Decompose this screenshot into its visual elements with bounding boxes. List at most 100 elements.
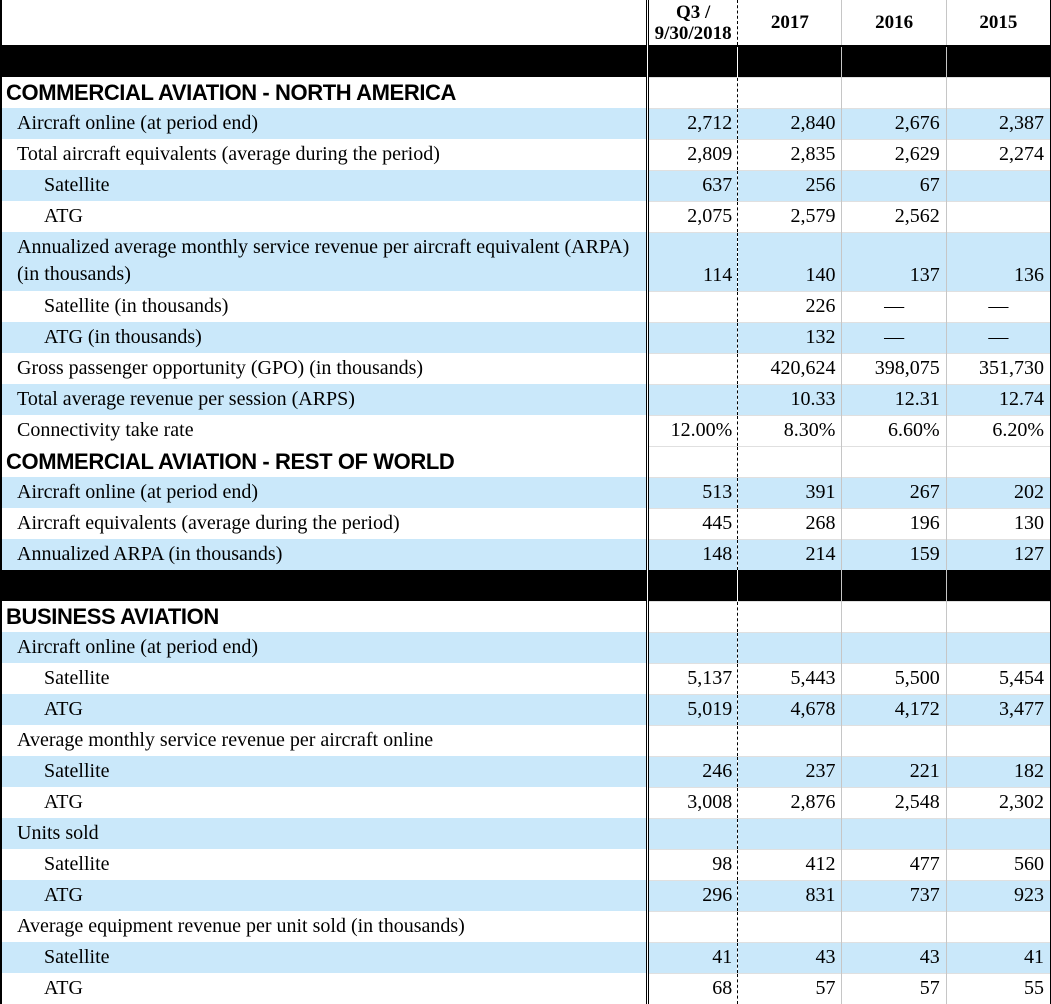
- value-cell[interactable]: 4,172: [841, 693, 947, 725]
- value-cell[interactable]: —: [841, 321, 947, 353]
- row-label[interactable]: Aircraft equivalents (average during the…: [0, 508, 648, 539]
- value-cell[interactable]: 296: [646, 879, 739, 911]
- row-label[interactable]: Satellite: [0, 663, 648, 694]
- value-cell[interactable]: 2,579: [737, 200, 842, 232]
- value-cell[interactable]: [737, 631, 842, 663]
- value-cell[interactable]: [945, 817, 1051, 849]
- section-label[interactable]: COMMERCIAL AVIATION - REST OF WORLD: [0, 446, 648, 477]
- row-label[interactable]: Average monthly service revenue per airc…: [0, 725, 648, 756]
- value-cell[interactable]: 2,302: [945, 786, 1051, 818]
- value-cell[interactable]: [945, 631, 1051, 663]
- value-cell[interactable]: 4,678: [737, 693, 842, 725]
- value-cell[interactable]: 2,075: [646, 200, 739, 232]
- value-cell[interactable]: 2,274: [945, 138, 1051, 170]
- row-label[interactable]: ATG: [0, 880, 648, 911]
- value-cell[interactable]: 68: [646, 972, 739, 1004]
- value-cell[interactable]: [945, 200, 1051, 232]
- value-cell[interactable]: 2,712: [646, 107, 739, 139]
- value-cell[interactable]: 6.60%: [841, 414, 947, 446]
- value-cell[interactable]: 560: [945, 848, 1051, 880]
- row-label[interactable]: Satellite: [0, 942, 648, 973]
- value-cell[interactable]: [841, 600, 947, 632]
- value-cell[interactable]: 420,624: [737, 352, 842, 384]
- row-label[interactable]: Aircraft online (at period end): [0, 108, 648, 139]
- value-cell[interactable]: 57: [841, 972, 947, 1004]
- value-cell[interactable]: [646, 352, 739, 384]
- value-cell[interactable]: [737, 445, 842, 477]
- section-label[interactable]: BUSINESS AVIATION: [0, 601, 648, 632]
- value-cell[interactable]: [646, 76, 739, 108]
- value-cell[interactable]: 43: [841, 941, 947, 973]
- value-cell[interactable]: 3,008: [646, 786, 739, 818]
- value-cell[interactable]: 67: [841, 169, 947, 201]
- value-cell[interactable]: 12.00%: [646, 414, 739, 446]
- value-cell[interactable]: [646, 600, 739, 632]
- value-cell[interactable]: [841, 910, 947, 942]
- value-cell[interactable]: 8.30%: [737, 414, 842, 446]
- value-cell[interactable]: [841, 445, 947, 477]
- value-cell[interactable]: [646, 383, 739, 415]
- value-cell[interactable]: 114: [646, 231, 739, 291]
- value-cell[interactable]: [737, 817, 842, 849]
- value-cell[interactable]: 5,137: [646, 662, 739, 694]
- value-cell[interactable]: [737, 600, 842, 632]
- value-cell[interactable]: 5,443: [737, 662, 842, 694]
- value-cell[interactable]: [646, 910, 739, 942]
- value-cell[interactable]: 2,676: [841, 107, 947, 139]
- value-cell[interactable]: 148: [646, 538, 739, 570]
- value-cell[interactable]: 2,840: [737, 107, 842, 139]
- value-cell[interactable]: [737, 724, 842, 756]
- row-label[interactable]: Average equipment revenue per unit sold …: [0, 911, 648, 942]
- row-label[interactable]: Satellite: [0, 756, 648, 787]
- value-cell[interactable]: 43: [737, 941, 842, 973]
- value-cell[interactable]: 3,477: [945, 693, 1051, 725]
- value-cell[interactable]: —: [945, 290, 1051, 322]
- value-cell[interactable]: [841, 817, 947, 849]
- value-cell[interactable]: 140: [737, 231, 842, 291]
- value-cell[interactable]: 6.20%: [945, 414, 1051, 446]
- value-cell[interactable]: 351,730: [945, 352, 1051, 384]
- value-cell[interactable]: [646, 321, 739, 353]
- value-cell[interactable]: [945, 600, 1051, 632]
- section-label[interactable]: COMMERCIAL AVIATION - NORTH AMERICA: [0, 77, 648, 108]
- value-cell[interactable]: 2,876: [737, 786, 842, 818]
- row-label[interactable]: Total aircraft equivalents (average duri…: [0, 139, 648, 170]
- row-label[interactable]: Aircraft online (at period end): [0, 632, 648, 663]
- header-col-2015[interactable]: 2015: [945, 0, 1051, 47]
- value-cell[interactable]: 136: [945, 231, 1051, 291]
- value-cell[interactable]: [841, 724, 947, 756]
- header-col-2017[interactable]: 2017: [737, 0, 842, 47]
- row-label[interactable]: ATG: [0, 973, 648, 1004]
- row-label[interactable]: ATG: [0, 201, 648, 232]
- row-label[interactable]: ATG (in thousands): [0, 322, 648, 353]
- value-cell[interactable]: 237: [737, 755, 842, 787]
- value-cell[interactable]: 391: [737, 476, 842, 508]
- value-cell[interactable]: 214: [737, 538, 842, 570]
- value-cell[interactable]: 202: [945, 476, 1051, 508]
- value-cell[interactable]: 445: [646, 507, 739, 539]
- row-label[interactable]: ATG: [0, 694, 648, 725]
- value-cell[interactable]: [737, 76, 842, 108]
- value-cell[interactable]: 2,835: [737, 138, 842, 170]
- row-label[interactable]: Total average revenue per session (ARPS): [0, 384, 648, 415]
- value-cell[interactable]: 831: [737, 879, 842, 911]
- row-label[interactable]: Satellite: [0, 170, 648, 201]
- value-cell[interactable]: 2,387: [945, 107, 1051, 139]
- value-cell[interactable]: 412: [737, 848, 842, 880]
- value-cell[interactable]: 41: [945, 941, 1051, 973]
- value-cell[interactable]: [841, 631, 947, 663]
- row-label[interactable]: Annualized ARPA (in thousands): [0, 539, 648, 570]
- value-cell[interactable]: 2,562: [841, 200, 947, 232]
- row-label[interactable]: ATG: [0, 787, 648, 818]
- value-cell[interactable]: 12.31: [841, 383, 947, 415]
- value-cell[interactable]: 10.33: [737, 383, 842, 415]
- value-cell[interactable]: 737: [841, 879, 947, 911]
- value-cell[interactable]: 256: [737, 169, 842, 201]
- value-cell[interactable]: 137: [841, 231, 947, 291]
- value-cell[interactable]: —: [945, 321, 1051, 353]
- value-cell[interactable]: [945, 724, 1051, 756]
- value-cell[interactable]: 2,548: [841, 786, 947, 818]
- value-cell[interactable]: 5,500: [841, 662, 947, 694]
- row-label[interactable]: Annualized average monthly service reven…: [0, 232, 648, 291]
- header-col-q3-2018[interactable]: Q3 / 9/30/2018: [646, 0, 739, 47]
